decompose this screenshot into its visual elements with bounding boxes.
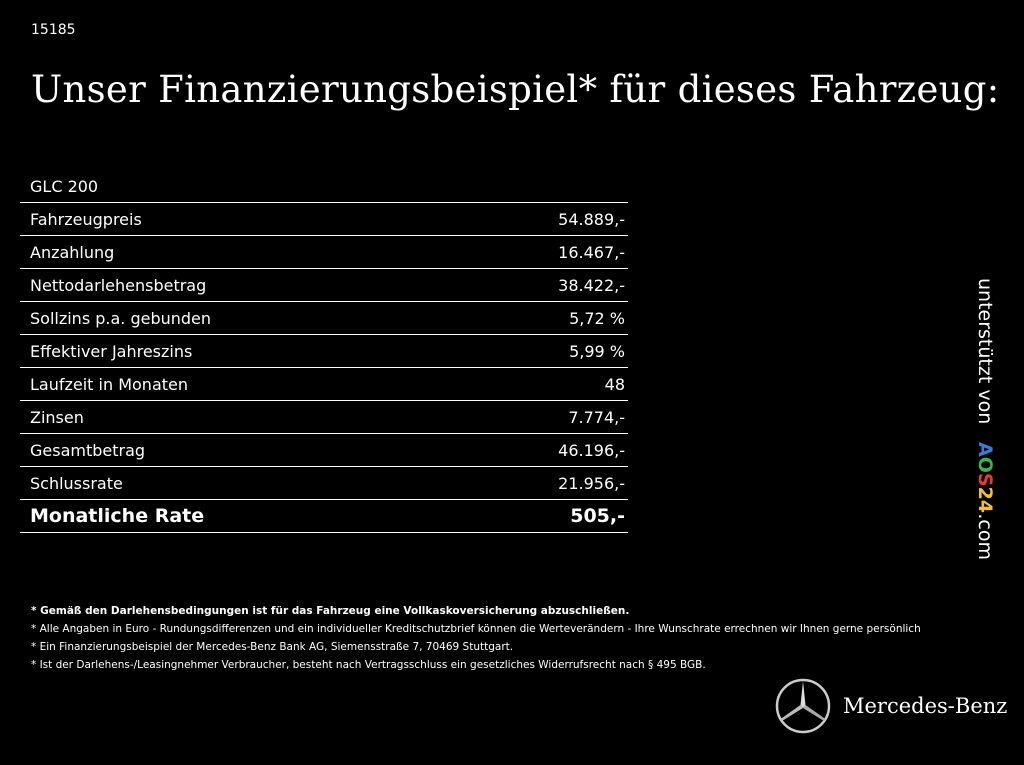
row-label: Zinsen	[30, 407, 84, 427]
row-label: Nettodarlehensbetrag	[30, 275, 207, 295]
model-name: GLC 200	[20, 170, 628, 203]
sponsor-letter: S	[974, 473, 996, 487]
page-title: Unser Finanzierungsbeispiel* für dieses …	[31, 68, 1000, 111]
financing-table: GLC 200 Fahrzeugpreis 54.889,- Anzahlung 16…	[20, 170, 628, 533]
row-value: 505,-	[570, 505, 625, 527]
sponsor-suffix: .com	[974, 513, 996, 560]
footnote: * Alle Angaben in Euro - Rundungsdiffere…	[31, 623, 921, 635]
row-value: 38.422,-	[558, 275, 625, 295]
sponsor-letter: 4	[974, 500, 996, 514]
row-value: 16.467,-	[558, 242, 625, 262]
row-label: Monatliche Rate	[30, 505, 205, 527]
table-row: Laufzeit in Monaten 48	[20, 368, 628, 401]
footnote: * Ist der Darlehens-/Leasingnehmer Verbr…	[31, 659, 706, 671]
footnote: * Ein Finanzierungsbeispiel der Mercedes…	[31, 641, 514, 653]
footnotes: * Gemäß den Darlehensbedingungen ist für…	[31, 602, 921, 674]
row-value: 7.774,-	[568, 407, 625, 427]
sponsor-label: unterstützt von AOS24.com	[974, 278, 996, 560]
table-row: Gesamtbetrag 46.196,-	[20, 434, 628, 467]
row-label: Effektiver Jahreszins	[30, 341, 193, 361]
sponsor-prefix: unterstützt von	[974, 278, 996, 425]
row-label: Gesamtbetrag	[30, 440, 146, 460]
brand-wordmark: Mercedes-Benz	[843, 694, 1008, 718]
sponsor-brand: AOS24	[974, 442, 996, 513]
sponsor-letter: A	[974, 442, 996, 458]
row-label: Anzahlung	[30, 242, 115, 262]
row-label: Schlussrate	[30, 473, 123, 493]
row-value: 5,72 %	[569, 308, 625, 328]
table-row: Fahrzeugpreis 54.889,-	[20, 203, 628, 236]
row-value: 48	[604, 374, 625, 394]
row-value: 54.889,-	[558, 209, 625, 229]
table-row: Zinsen 7.774,-	[20, 401, 628, 434]
table-row: Sollzins p.a. gebunden 5,72 %	[20, 302, 628, 335]
monthly-rate-row: Monatliche Rate 505,-	[20, 500, 628, 533]
table-row: Nettodarlehensbetrag 38.422,-	[20, 269, 628, 302]
sponsor-letter: 2	[974, 486, 996, 501]
row-label: Fahrzeugpreis	[30, 209, 142, 229]
table-row: Effektiver Jahreszins 5,99 %	[20, 335, 628, 368]
row-value: 21.956,-	[558, 473, 625, 493]
row-value: 46.196,-	[558, 440, 625, 460]
row-label: Laufzeit in Monaten	[30, 374, 189, 394]
table-row: Schlussrate 21.956,-	[20, 467, 628, 500]
mercedes-benz-logo: Mercedes-Benz	[775, 678, 1007, 734]
table-row: Anzahlung 16.467,-	[20, 236, 628, 269]
listing-code: 15185	[31, 22, 76, 38]
sponsor-letter: O	[974, 457, 996, 474]
row-value: 5,99 %	[569, 341, 625, 361]
row-label: Sollzins p.a. gebunden	[30, 308, 212, 328]
mercedes-star-icon	[775, 678, 831, 734]
footnote: * Gemäß den Darlehensbedingungen ist für…	[31, 605, 630, 617]
